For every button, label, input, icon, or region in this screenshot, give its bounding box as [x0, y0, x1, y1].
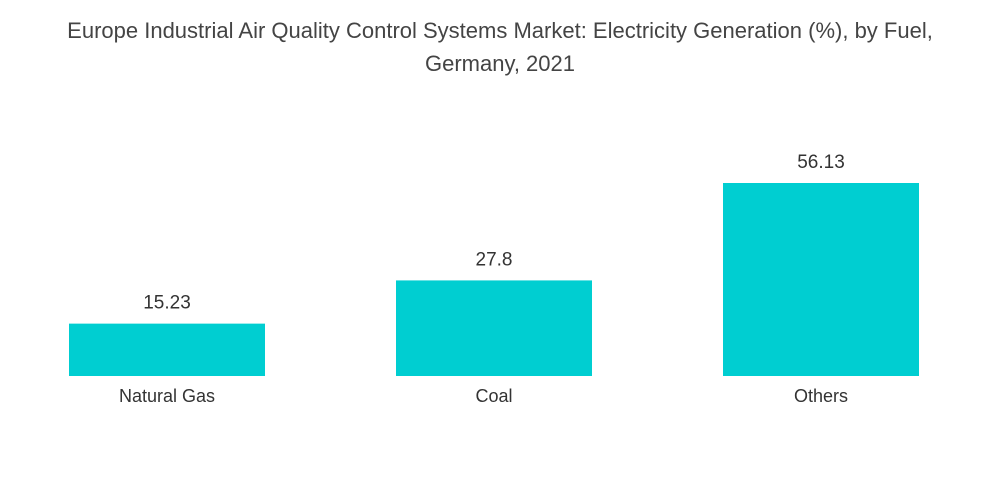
- chart-title: Europe Industrial Air Quality Control Sy…: [0, 14, 1000, 80]
- x-tick-label-coal: Coal: [475, 386, 512, 406]
- x-tick-label-natural-gas: Natural Gas: [119, 386, 215, 406]
- x-tick-label-others: Others: [794, 386, 848, 406]
- value-label-natural-gas: 15.23: [143, 293, 191, 314]
- bar-others: [723, 183, 919, 376]
- value-label-coal: 27.8: [476, 249, 513, 270]
- bar-natural-gas: [69, 323, 265, 376]
- chart-title-line-2: Germany, 2021: [424, 51, 575, 76]
- chart-title-line-1: Europe Industrial Air Quality Control Sy…: [67, 18, 933, 43]
- bar-coal: [396, 280, 592, 376]
- value-label-others: 56.13: [797, 152, 845, 173]
